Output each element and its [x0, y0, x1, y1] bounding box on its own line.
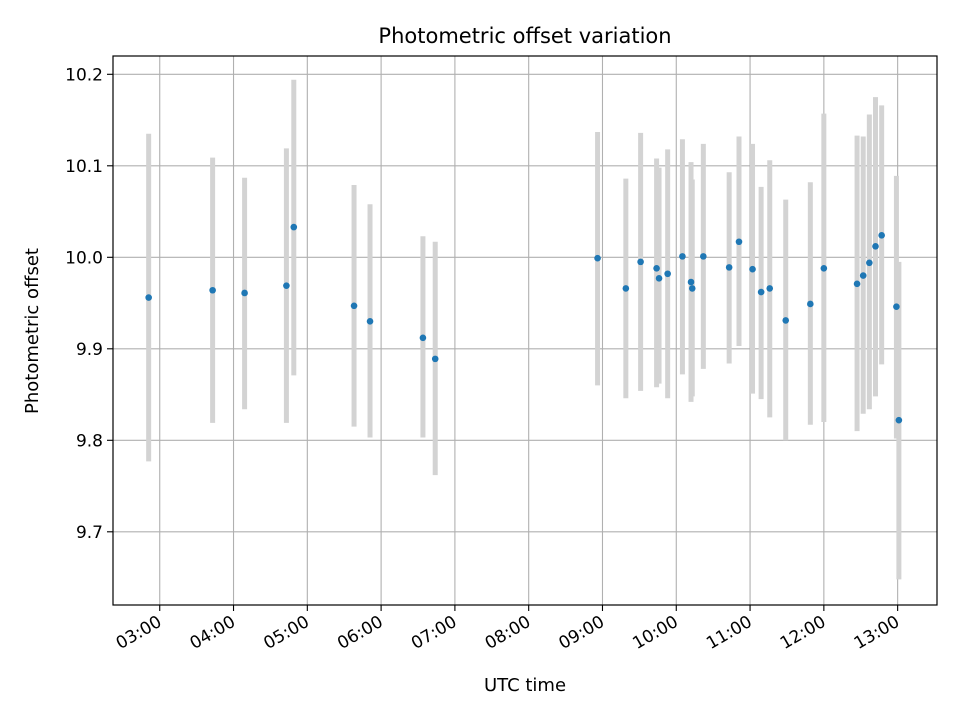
y-tick-label: 9.9	[76, 340, 103, 360]
data-point	[594, 254, 601, 262]
data-point	[866, 259, 873, 267]
data-point	[653, 264, 660, 272]
data-point	[895, 416, 903, 424]
y-tick-label: 10.0	[65, 248, 103, 268]
x-tick-label: 07:00	[408, 612, 460, 654]
x-axis-ticks: 03:00 04:00 05:00 06:00 07:00 08:00 09:00 10:00…	[113, 605, 903, 654]
data-point	[893, 303, 900, 311]
data-point	[872, 243, 879, 250]
data-point	[757, 288, 765, 296]
y-tick-label: 9.7	[76, 523, 103, 543]
data-point	[735, 238, 743, 246]
x-tick-label: 06:00	[334, 612, 386, 654]
y-axis-label: Photometric offset	[22, 248, 43, 414]
data-point	[145, 294, 152, 301]
data-point	[807, 300, 814, 308]
data-point	[782, 317, 790, 324]
data-point	[350, 302, 358, 310]
data-point	[859, 272, 867, 279]
data-point	[283, 282, 290, 289]
data-point	[664, 270, 671, 278]
data-point	[688, 285, 696, 292]
x-tick-label: 11:00	[703, 612, 755, 654]
data-point	[366, 318, 374, 325]
data-point	[241, 289, 248, 297]
data-point	[419, 334, 427, 342]
x-tick-label: 04:00	[187, 612, 239, 654]
x-tick-label: 10:00	[629, 612, 681, 654]
data-point	[637, 258, 644, 266]
grid	[113, 56, 937, 605]
chart-title: Photometric offset variation	[378, 24, 671, 48]
data-point	[766, 285, 774, 292]
x-axis-label: UTC time	[484, 675, 566, 696]
y-tick-label: 10.2	[65, 65, 103, 85]
data-point	[820, 264, 828, 272]
error-bars	[146, 79, 902, 580]
data-point	[290, 223, 298, 231]
data-point	[209, 286, 216, 294]
data-point	[655, 275, 663, 282]
data-point	[725, 264, 733, 271]
x-tick-label: 08:00	[482, 612, 534, 654]
data-point	[749, 265, 756, 273]
x-tick-label: 13:00	[851, 612, 903, 654]
data-point	[622, 285, 630, 292]
x-tick-label: 12:00	[777, 612, 829, 654]
x-tick-label: 05:00	[260, 612, 312, 654]
data-point	[700, 253, 707, 260]
y-tick-label: 9.8	[76, 431, 103, 451]
y-axis-ticks: 9.7 9.8 9.9 10.0 10.1 10.2	[65, 65, 113, 543]
data-point	[679, 253, 686, 260]
y-tick-label: 10.1	[65, 157, 103, 177]
data-point	[687, 278, 695, 286]
data-points	[145, 223, 903, 424]
x-tick-label: 09:00	[556, 612, 608, 654]
data-point	[878, 232, 885, 239]
x-tick-label: 03:00	[113, 612, 165, 654]
data-point	[853, 280, 861, 288]
plot-area-frame	[112, 55, 938, 606]
data-point	[431, 355, 439, 363]
